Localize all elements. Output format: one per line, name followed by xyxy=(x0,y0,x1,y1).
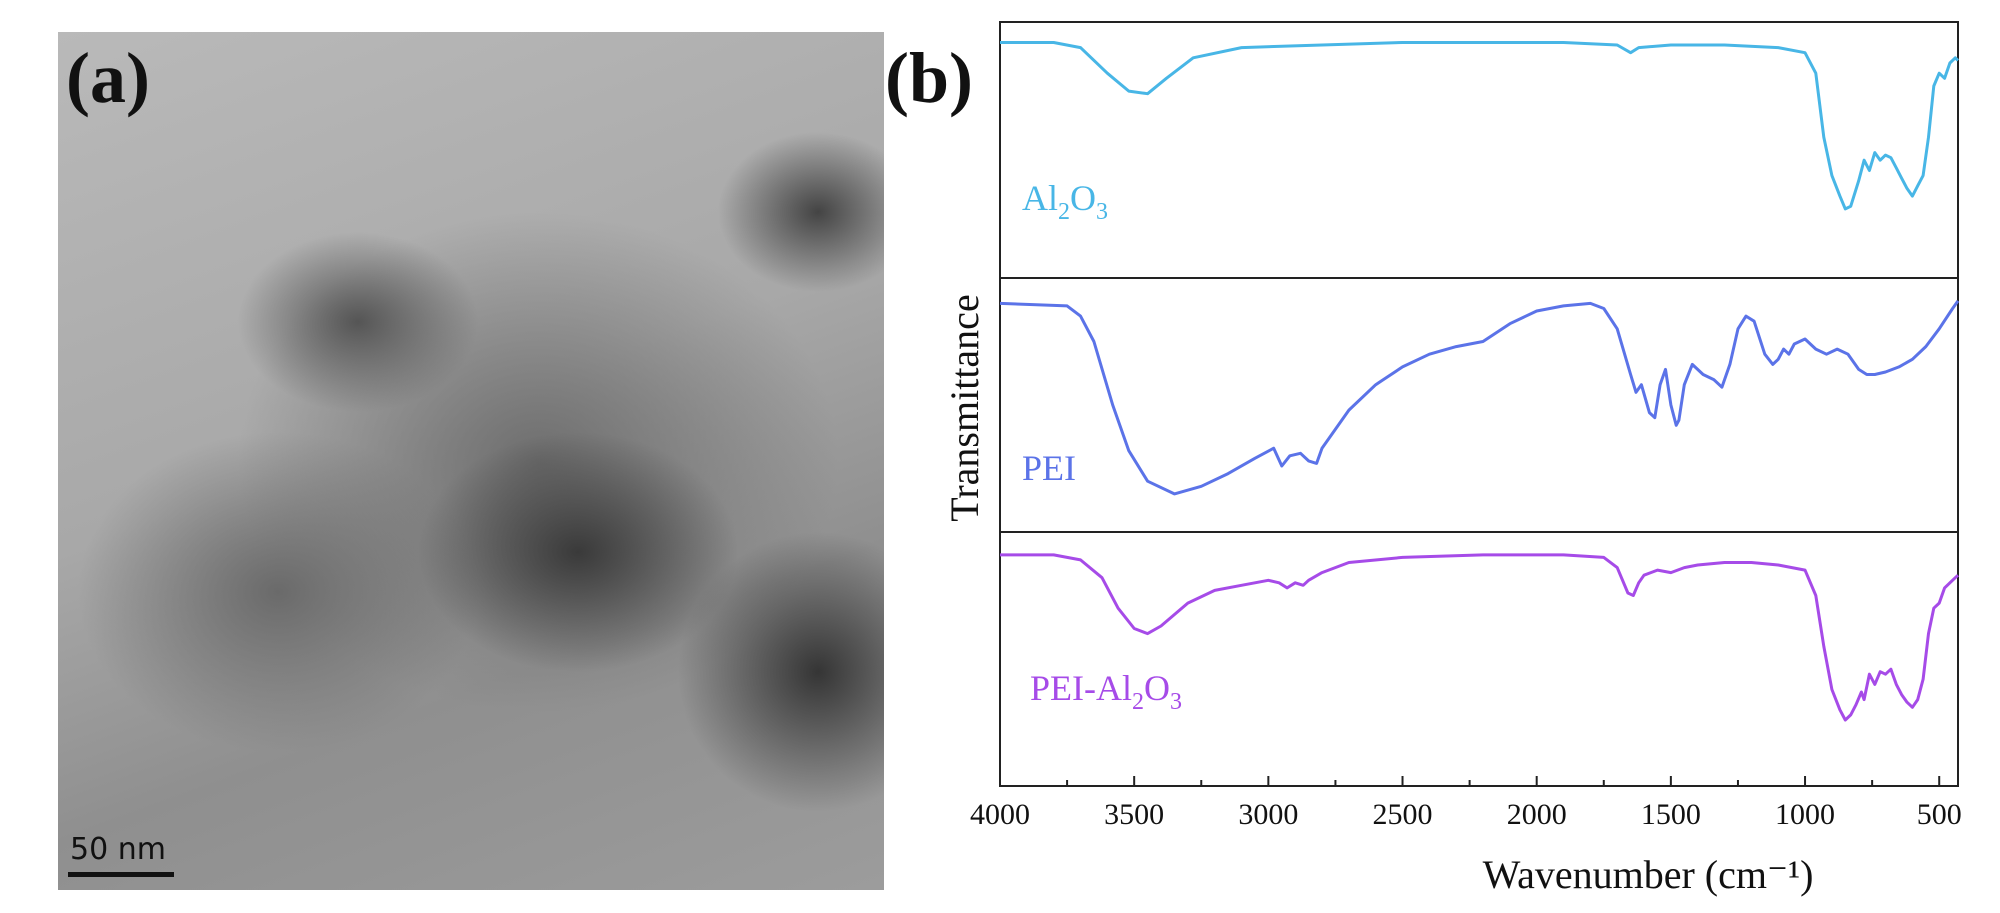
x-axis-title: Wavenumber (cm⁻¹) xyxy=(1483,852,1814,897)
series-label-pei: PEI xyxy=(1022,448,1076,488)
x-tick-label-500: 500 xyxy=(1917,798,1962,831)
series-label-al2o3: Al2O3 xyxy=(1022,178,1108,225)
x-tick-label-2000: 2000 xyxy=(1507,798,1567,831)
y-axis-title: Transmittance xyxy=(942,294,987,521)
spectrum-line-al2o3 xyxy=(1000,41,1960,211)
x-tick-label-4000: 4000 xyxy=(970,798,1030,831)
panel-label-b: (b) xyxy=(885,38,973,118)
plot-frame-2 xyxy=(999,277,1959,533)
scale-bar xyxy=(68,872,174,877)
x-tick-label-1500: 1500 xyxy=(1641,798,1701,831)
x-tick-label-1000: 1000 xyxy=(1775,798,1835,831)
x-tick-label-3500: 3500 xyxy=(1104,798,1164,831)
spectrum-line-pei xyxy=(999,300,1960,496)
panel-label-a: (a) xyxy=(66,38,150,118)
plot-frame-1 xyxy=(999,21,1959,279)
series-label-pei-al2o3: PEI-Al2O3 xyxy=(1030,668,1182,715)
x-tick-label-3000: 3000 xyxy=(1238,798,1298,831)
tem-micrograph xyxy=(58,32,884,890)
plot-frame-3 xyxy=(999,531,1959,787)
scale-bar-label: 50 nm xyxy=(70,832,166,867)
x-tick-label-2500: 2500 xyxy=(1373,798,1433,831)
spectrum-line-pei-al2o3 xyxy=(1000,553,1960,722)
